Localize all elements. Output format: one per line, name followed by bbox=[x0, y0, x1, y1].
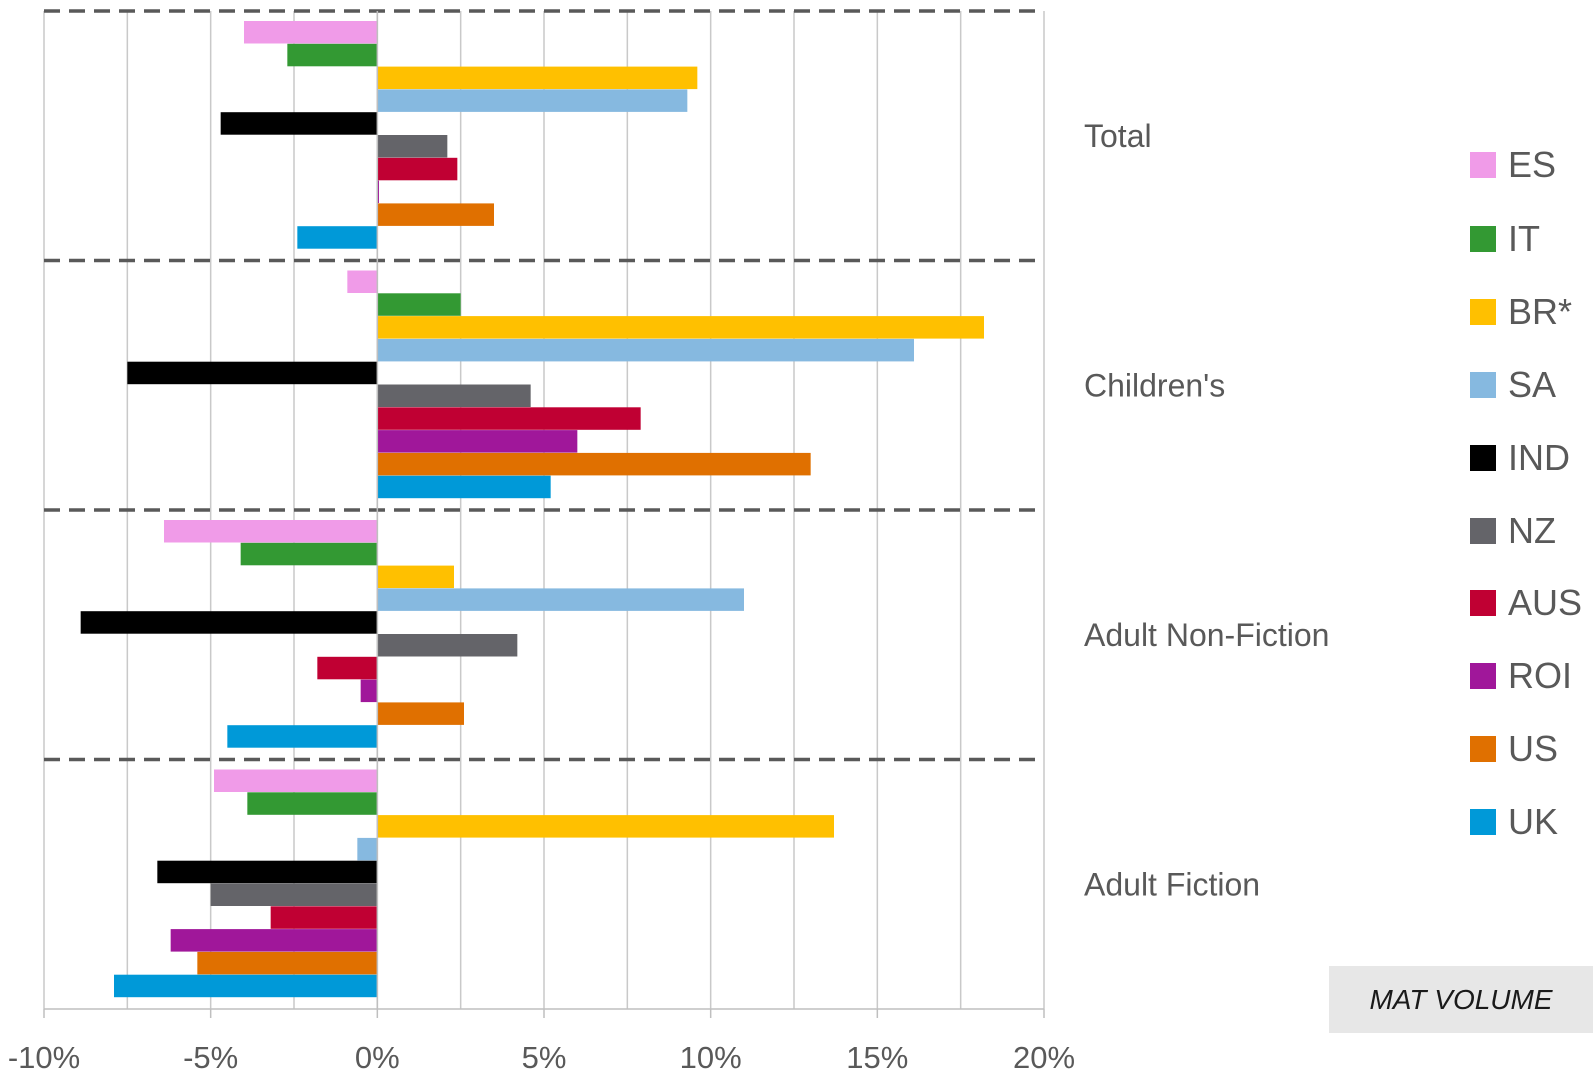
category-separators bbox=[44, 9, 1044, 762]
bar-adult-non-fiction-br bbox=[377, 565, 454, 589]
bar-total-br bbox=[377, 66, 698, 90]
legend-swatch-sa bbox=[1470, 372, 1496, 398]
category-labels: Total Children's Adult Non-Fiction Adult Fi… bbox=[1084, 118, 1329, 903]
legend-label-es: ES bbox=[1508, 144, 1557, 185]
bar-children-s-nz bbox=[377, 384, 531, 407]
legend-label-ind: IND bbox=[1508, 437, 1570, 478]
legend-label-aus: AUS bbox=[1508, 582, 1583, 623]
bar-total-us bbox=[377, 203, 494, 226]
legend-swatch-us bbox=[1470, 736, 1496, 762]
bar-adult-non-fiction-uk bbox=[227, 725, 378, 748]
bar-children-s-sa bbox=[377, 338, 914, 362]
category-label-total: Total bbox=[1084, 118, 1152, 154]
legend-item-uk: UK bbox=[1470, 801, 1559, 842]
bars bbox=[80, 21, 984, 998]
bar-total-es bbox=[244, 21, 378, 44]
category-label-adult-fiction: Adult Fiction bbox=[1084, 866, 1260, 902]
bar-adult-non-fiction-us bbox=[377, 702, 464, 725]
legend-label-it: IT bbox=[1508, 218, 1540, 259]
bar-total-ind bbox=[220, 112, 378, 135]
bar-children-s-aus bbox=[377, 407, 641, 430]
legend-swatch-es bbox=[1470, 152, 1496, 178]
bar-total-sa bbox=[377, 89, 688, 112]
legend-label-roi: ROI bbox=[1508, 655, 1573, 696]
bar-children-s-br bbox=[377, 316, 984, 339]
legend-label-sa: SA bbox=[1508, 364, 1557, 405]
legend-swatch-br bbox=[1470, 299, 1496, 325]
x-tick-label: 5% bbox=[522, 1040, 567, 1075]
legend-label-uk: UK bbox=[1508, 801, 1559, 842]
bar-adult-fiction-nz bbox=[210, 883, 378, 906]
legend-item-aus: AUS bbox=[1470, 582, 1583, 623]
bar-children-s-ind bbox=[127, 361, 378, 385]
bar-adult-fiction-br bbox=[377, 815, 834, 838]
legend-item-es: ES bbox=[1470, 144, 1557, 185]
x-tick-label: -5% bbox=[183, 1040, 238, 1075]
x-tick-label: 0% bbox=[355, 1040, 400, 1075]
bar-total-it bbox=[287, 43, 378, 67]
bar-adult-fiction-it bbox=[247, 792, 378, 815]
bar-children-s-uk bbox=[377, 475, 551, 499]
bar-adult-non-fiction-es bbox=[164, 520, 378, 543]
legend-label-us: US bbox=[1508, 728, 1559, 769]
x-tick-label: 15% bbox=[846, 1040, 908, 1075]
legend-swatch-it bbox=[1470, 226, 1496, 252]
category-label-children-s: Children's bbox=[1084, 367, 1225, 403]
legend-swatch-uk bbox=[1470, 809, 1496, 835]
legend-swatch-ind bbox=[1470, 445, 1496, 471]
legend-label-nz: NZ bbox=[1508, 510, 1556, 551]
bar-total-roi bbox=[377, 180, 379, 204]
bar-adult-fiction-es bbox=[214, 769, 378, 792]
bar-adult-fiction-aus bbox=[270, 906, 378, 929]
legend-swatch-nz bbox=[1470, 518, 1496, 544]
legend-item-us: US bbox=[1470, 728, 1559, 769]
bar-total-aus bbox=[377, 157, 458, 181]
bar-children-s-it bbox=[377, 293, 461, 316]
bar-adult-non-fiction-sa bbox=[377, 588, 744, 611]
bar-children-s-us bbox=[377, 452, 811, 476]
bar-adult-fiction-us bbox=[197, 951, 378, 975]
bar-adult-non-fiction-ind bbox=[80, 611, 378, 634]
bar-adult-fiction-roi bbox=[170, 929, 378, 952]
legend-item-br: BR* bbox=[1470, 291, 1573, 332]
bar-adult-non-fiction-it bbox=[240, 542, 378, 566]
bar-children-s-es bbox=[347, 270, 378, 293]
bar-adult-fiction-uk bbox=[114, 974, 378, 998]
mat-volume-badge: MAT VOLUME bbox=[1329, 966, 1593, 1033]
bar-adult-fiction-ind bbox=[157, 860, 378, 884]
mat-volume-label: MAT VOLUME bbox=[1369, 983, 1553, 1015]
bar-total-uk bbox=[297, 226, 378, 249]
x-tick-label: -10% bbox=[8, 1040, 80, 1075]
x-tick-label: 20% bbox=[1013, 1040, 1075, 1075]
bar-adult-non-fiction-roi bbox=[360, 679, 378, 703]
legend-swatch-roi bbox=[1470, 663, 1496, 689]
legend-item-roi: ROI bbox=[1470, 655, 1573, 696]
legend-item-sa: SA bbox=[1470, 364, 1557, 405]
x-tick-label: 10% bbox=[680, 1040, 742, 1075]
legend-item-ind: IND bbox=[1470, 437, 1570, 478]
bar-adult-non-fiction-nz bbox=[377, 634, 518, 657]
bar-children-s-roi bbox=[377, 430, 578, 453]
legend-swatch-aus bbox=[1470, 590, 1496, 616]
x-axis: -10% -5% 0% 5% 10% 15% 20% bbox=[8, 11, 1075, 1075]
bar-adult-fiction-sa bbox=[357, 837, 378, 861]
legend-item-it: IT bbox=[1470, 218, 1540, 259]
legend-label-br: BR* bbox=[1508, 291, 1573, 332]
bar-total-nz bbox=[377, 135, 448, 158]
legend-item-nz: NZ bbox=[1470, 510, 1556, 551]
bar-adult-non-fiction-aus bbox=[317, 656, 378, 680]
category-label-adult-non-fiction: Adult Non-Fiction bbox=[1084, 617, 1329, 653]
